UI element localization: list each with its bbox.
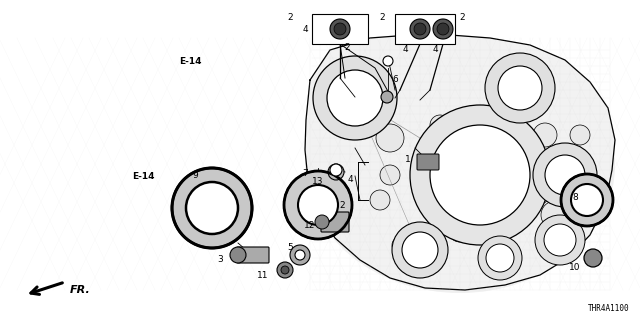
Circle shape bbox=[442, 137, 518, 213]
Text: 2: 2 bbox=[344, 44, 350, 52]
Circle shape bbox=[486, 244, 514, 272]
Text: E-14: E-14 bbox=[179, 57, 202, 66]
Circle shape bbox=[376, 124, 404, 152]
Text: 8: 8 bbox=[572, 194, 578, 203]
Circle shape bbox=[380, 165, 400, 185]
Circle shape bbox=[290, 245, 310, 265]
Circle shape bbox=[570, 125, 590, 145]
Text: 2: 2 bbox=[339, 201, 345, 210]
Circle shape bbox=[462, 110, 478, 126]
Circle shape bbox=[448, 218, 472, 242]
Circle shape bbox=[535, 215, 585, 265]
Circle shape bbox=[281, 266, 289, 274]
Text: 2: 2 bbox=[379, 13, 385, 22]
Ellipse shape bbox=[305, 37, 615, 293]
Text: 4: 4 bbox=[302, 25, 308, 34]
Circle shape bbox=[330, 19, 350, 39]
Circle shape bbox=[392, 222, 448, 278]
Circle shape bbox=[422, 167, 438, 183]
Circle shape bbox=[392, 237, 408, 253]
Text: 7: 7 bbox=[302, 169, 308, 178]
Circle shape bbox=[328, 164, 344, 180]
Circle shape bbox=[381, 91, 393, 103]
Text: 2: 2 bbox=[459, 13, 465, 22]
Circle shape bbox=[478, 236, 522, 280]
Circle shape bbox=[498, 66, 542, 110]
Text: 3: 3 bbox=[217, 255, 223, 265]
Circle shape bbox=[332, 168, 340, 176]
Circle shape bbox=[410, 19, 430, 39]
Polygon shape bbox=[305, 35, 615, 290]
Text: 4: 4 bbox=[402, 44, 408, 53]
Text: 4: 4 bbox=[432, 44, 438, 53]
Circle shape bbox=[186, 182, 238, 234]
FancyBboxPatch shape bbox=[237, 247, 269, 263]
Circle shape bbox=[327, 70, 383, 126]
Circle shape bbox=[430, 115, 450, 135]
Circle shape bbox=[402, 232, 438, 268]
Circle shape bbox=[531, 186, 549, 204]
Circle shape bbox=[437, 23, 449, 35]
Text: 9: 9 bbox=[192, 171, 198, 180]
Circle shape bbox=[541, 201, 569, 229]
Circle shape bbox=[172, 168, 252, 248]
Circle shape bbox=[330, 164, 342, 176]
Circle shape bbox=[545, 155, 585, 195]
Circle shape bbox=[533, 123, 557, 147]
Circle shape bbox=[506, 74, 534, 102]
FancyBboxPatch shape bbox=[321, 212, 349, 232]
Circle shape bbox=[383, 56, 393, 66]
Text: 13: 13 bbox=[312, 178, 324, 187]
Text: THR4A1100: THR4A1100 bbox=[588, 304, 630, 313]
Circle shape bbox=[584, 249, 602, 267]
Text: E-14: E-14 bbox=[132, 172, 155, 181]
Circle shape bbox=[485, 53, 555, 123]
Circle shape bbox=[284, 171, 352, 239]
Circle shape bbox=[370, 190, 390, 210]
Circle shape bbox=[544, 224, 576, 256]
Text: 12: 12 bbox=[304, 220, 316, 229]
Circle shape bbox=[230, 247, 246, 263]
Circle shape bbox=[414, 23, 426, 35]
Text: 2: 2 bbox=[287, 13, 293, 22]
Circle shape bbox=[455, 150, 505, 200]
Text: 11: 11 bbox=[257, 270, 269, 279]
Circle shape bbox=[295, 250, 305, 260]
Circle shape bbox=[561, 174, 613, 226]
Circle shape bbox=[277, 262, 293, 278]
Text: FR.: FR. bbox=[70, 285, 91, 295]
Circle shape bbox=[533, 143, 597, 207]
FancyBboxPatch shape bbox=[417, 154, 439, 170]
Circle shape bbox=[334, 23, 346, 35]
Text: 4: 4 bbox=[347, 175, 353, 185]
Circle shape bbox=[298, 185, 338, 225]
Circle shape bbox=[571, 184, 603, 216]
Circle shape bbox=[410, 105, 550, 245]
Circle shape bbox=[433, 19, 453, 39]
Circle shape bbox=[315, 215, 329, 229]
Bar bbox=[312, 14, 368, 44]
Text: 6: 6 bbox=[392, 76, 398, 84]
Text: 10: 10 bbox=[569, 263, 580, 273]
Circle shape bbox=[313, 56, 397, 140]
Text: 1: 1 bbox=[405, 156, 411, 164]
Text: 5: 5 bbox=[287, 244, 293, 252]
Circle shape bbox=[430, 125, 530, 225]
Bar bbox=[395, 14, 455, 44]
